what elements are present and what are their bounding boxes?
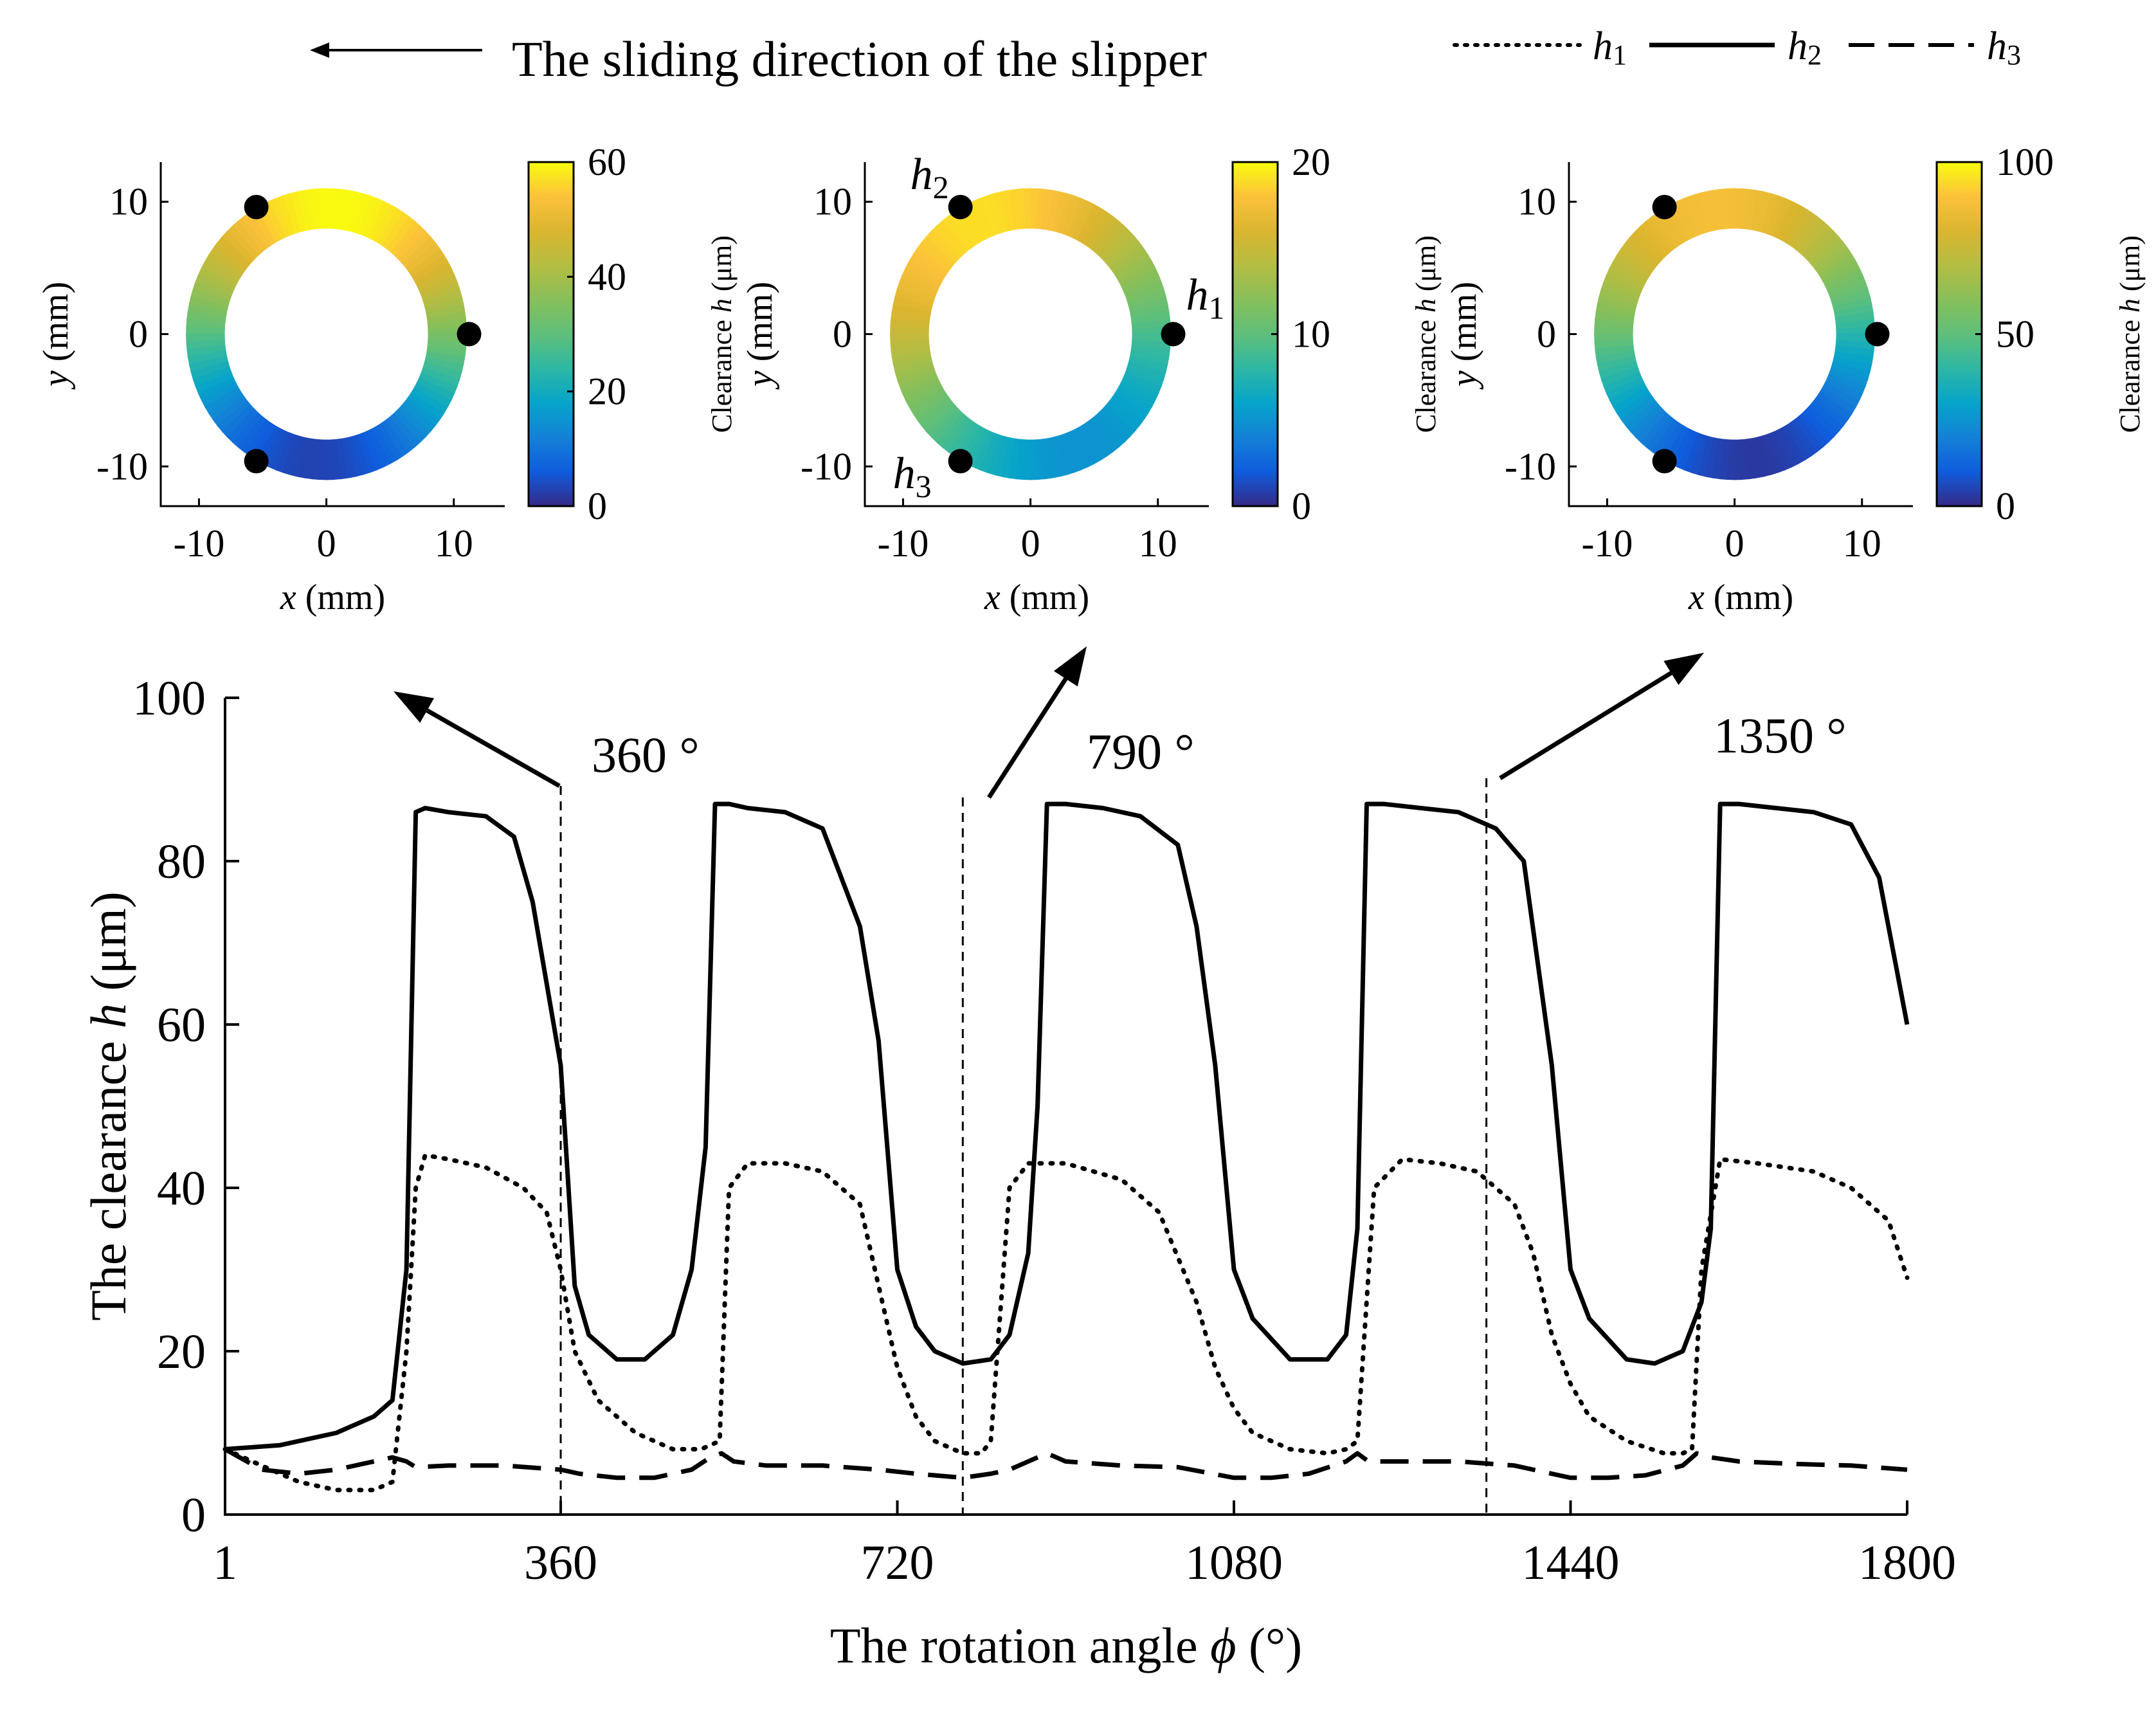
- colorbar-label: Clearance h (μm): [706, 235, 738, 433]
- x-tick-label: 720: [861, 1536, 934, 1590]
- angle-annotation-label: 790 °: [1087, 724, 1195, 779]
- panel-x-axis-label: x (mm): [280, 578, 385, 617]
- x-axis-label: The rotation angle ϕ (°): [830, 1617, 1302, 1673]
- panel-y-tick-label: 0: [833, 313, 852, 356]
- panel-pointer-arrow: [1499, 671, 1672, 780]
- sliding-direction-note: The sliding direction of the slipper: [310, 31, 1207, 87]
- probe-point-h3: [948, 449, 973, 474]
- panel-x-tick-label: -10: [173, 522, 224, 565]
- probe-point-h1: [1161, 322, 1186, 347]
- panel-y-tick-label: 10: [1517, 181, 1556, 223]
- panel-pointer-arrow: [987, 677, 1068, 799]
- panel-y-tick-label: 10: [813, 181, 852, 223]
- clearance-panel-360: -10 0 10 -10 0 10 x (mm) y (mm) 0 20 40 60 Clearance…: [36, 141, 738, 617]
- panel-y-tick-label: 0: [129, 313, 148, 356]
- series-line-h1: [222, 1152, 1910, 1493]
- y-tick-label: 0: [181, 1488, 206, 1542]
- panel-y-axis-label: y (mm): [36, 282, 76, 390]
- y-tick-label: 60: [157, 998, 206, 1052]
- x-tick-label: 1080: [1185, 1536, 1283, 1590]
- panel-axes: [864, 162, 1209, 507]
- panel-x-tick-label: 0: [1021, 522, 1040, 565]
- colorbar-tick-label: 20: [1292, 141, 1330, 183]
- legend: h1 h2 h3: [1453, 24, 2021, 71]
- probe-point-h2: [244, 194, 269, 219]
- x-tick-label: 360: [524, 1536, 597, 1590]
- panel-y-tick-label: -10: [96, 445, 148, 487]
- legend-label-h1: h1: [1593, 24, 1627, 71]
- colorbar-tick-label: 40: [588, 255, 626, 298]
- clearance-line-chart: 1 360 720 1080 1440 1800 0 20 40 60 80 100 The rotat…: [80, 646, 1956, 1673]
- colorbar: [1935, 161, 1983, 507]
- series-line-h3: [224, 1447, 1908, 1480]
- clearance-panel-790: -10 0 10 -10 0 10 x (mm) y (mm) h1 h2 h3 0 10 20 Clear…: [740, 141, 1442, 617]
- panel-x-tick-label: -10: [877, 522, 929, 565]
- panel-pointer-arrowhead: [1053, 646, 1087, 687]
- panel-pointer-arrowhead: [1663, 653, 1704, 686]
- angle-annotation-label: 1350 °: [1714, 707, 1847, 763]
- panel-y-tick-label: -10: [1505, 445, 1556, 487]
- colorbar-tick-label: 0: [1996, 485, 2015, 527]
- angle-annotation-label: 360 °: [592, 727, 700, 783]
- panel-x-tick-label: 0: [1725, 522, 1744, 565]
- panel-pointer-arrow: [426, 708, 561, 788]
- colorbar-label: Clearance h (μm): [1410, 235, 1442, 433]
- probe-point-h2: [948, 194, 973, 219]
- panel-x-tick-label: 10: [1843, 522, 1881, 565]
- colorbar-tick-label: 100: [1996, 141, 2054, 183]
- panel-x-tick-label: 0: [317, 522, 336, 565]
- panel-y-tick-label: 0: [1537, 313, 1556, 356]
- colorbar-label: Clearance h (μm): [2114, 235, 2146, 433]
- colorbar-tick-label: 10: [1292, 313, 1330, 356]
- panel-pointer-arrowhead: [394, 691, 435, 723]
- colorbar-tick-label: 50: [1996, 313, 2034, 356]
- panel-x-tick-label: 10: [1139, 522, 1177, 565]
- panel-axes: [1568, 162, 1913, 507]
- legend-label-h2: h2: [1788, 24, 1822, 71]
- panel-x-tick-label: 10: [435, 522, 473, 565]
- y-tick-label: 80: [157, 835, 206, 889]
- panel-x-tick-label: -10: [1581, 522, 1633, 565]
- panel-y-tick-label: 10: [109, 181, 148, 223]
- y-axis-label: The clearance h (μm): [80, 891, 136, 1321]
- colorbar: [527, 161, 575, 507]
- main-axes: [224, 698, 1907, 1516]
- panel-axes: [159, 162, 505, 507]
- probe-point-h1: [1865, 322, 1890, 347]
- panel-x-axis-label: x (mm): [984, 578, 1089, 617]
- probe-point-h3: [244, 449, 269, 474]
- probe-label-h3: h3: [893, 449, 932, 504]
- series-line-h2: [224, 801, 1910, 1452]
- colorbar-tick-label: 20: [588, 370, 626, 413]
- colorbar-tick-label: 0: [1292, 485, 1311, 527]
- panel-y-tick-label: -10: [801, 445, 852, 487]
- x-tick-label: 1: [213, 1536, 237, 1590]
- colorbar-tick-label: 0: [588, 485, 607, 527]
- x-tick-label: 1440: [1522, 1536, 1620, 1590]
- colorbar: [1231, 161, 1279, 507]
- y-tick-label: 40: [157, 1161, 206, 1216]
- colorbar-tick-label: 60: [588, 141, 626, 183]
- y-tick-label: 20: [157, 1325, 206, 1379]
- probe-point-h1: [457, 322, 482, 347]
- sliding-direction-text: The sliding direction of the slipper: [512, 31, 1207, 87]
- probe-point-h2: [1652, 194, 1677, 219]
- probe-label-h1: h1: [1186, 271, 1225, 326]
- y-tick-label: 100: [132, 671, 206, 725]
- panel-y-axis-label: y (mm): [740, 282, 780, 390]
- clearance-panel-1350: -10 0 10 -10 0 10 x (mm) y (mm) 0 50 100 Clearance …: [1444, 141, 2146, 617]
- legend-label-h3: h3: [1987, 24, 2021, 71]
- probe-point-h3: [1652, 449, 1677, 474]
- probe-label-h2: h2: [910, 150, 949, 205]
- panel-x-axis-label: x (mm): [1688, 578, 1793, 617]
- panel-y-axis-label: y (mm): [1444, 282, 1484, 390]
- x-tick-label: 1800: [1858, 1536, 1956, 1590]
